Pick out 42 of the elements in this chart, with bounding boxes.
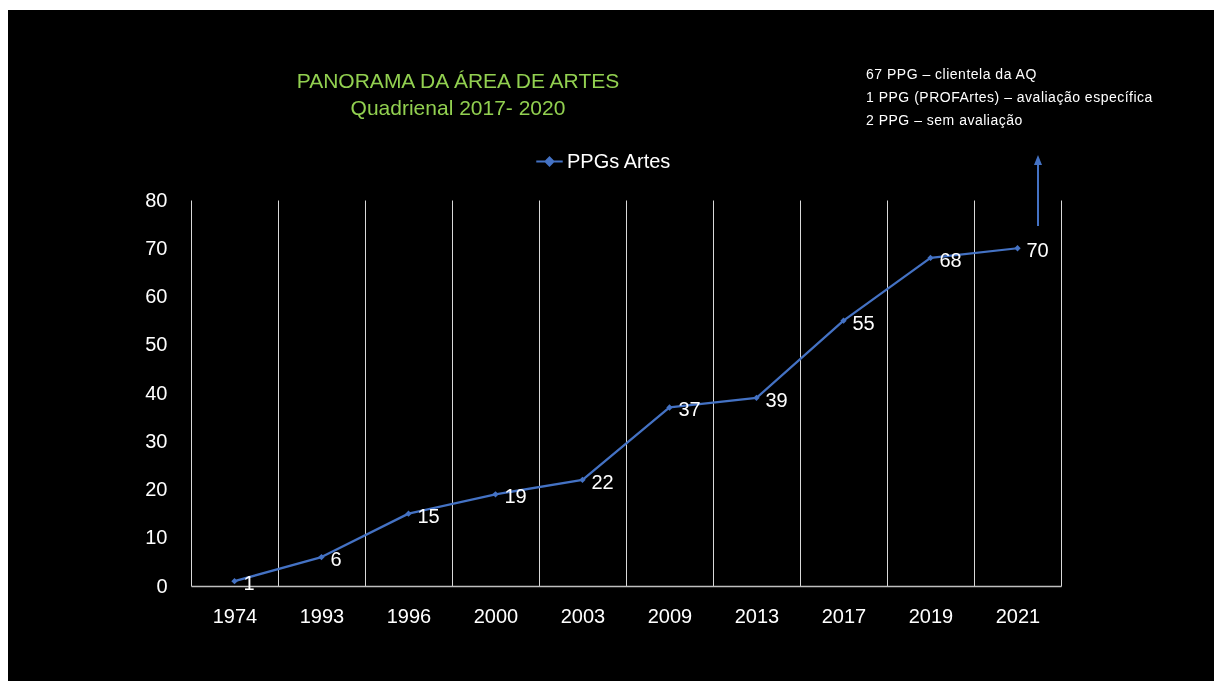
point xyxy=(1014,245,1021,252)
point xyxy=(492,491,499,498)
y-tick-label: 50 xyxy=(145,333,168,356)
chart-subtitle: Quadrienal 2017- 2020 xyxy=(350,96,566,119)
text: 67 PPG – clientela da AQ xyxy=(866,65,1038,84)
data-label: 19 xyxy=(504,485,527,508)
x-tick-label: 1996 xyxy=(386,604,432,627)
point xyxy=(318,553,325,561)
point xyxy=(840,317,847,324)
y-tick-label: 20 xyxy=(145,478,168,500)
point xyxy=(666,404,673,411)
point xyxy=(753,394,760,401)
x-tick-label: 2019 xyxy=(908,604,954,627)
chart-title: PANORAMA DA ÁREA DE ARTES xyxy=(296,69,620,92)
y-tick-label: 60 xyxy=(145,285,168,307)
point xyxy=(405,510,412,517)
data-label: 6 xyxy=(330,548,342,571)
point xyxy=(579,476,586,484)
data-label: 55 xyxy=(852,311,875,334)
x-tick-label: 2013 xyxy=(734,604,780,627)
data-label: 39 xyxy=(765,388,788,411)
y-tick-label: 70 xyxy=(145,236,168,259)
x-tick-label: 2000 xyxy=(473,604,519,627)
x-tick-label: 2017 xyxy=(821,604,867,627)
point xyxy=(927,254,934,262)
y-tick-label: 80 xyxy=(145,188,168,211)
x-tick-label: 2009 xyxy=(647,604,693,627)
x-tick-label: 2021 xyxy=(995,604,1041,627)
y-tick-label: 0 xyxy=(156,574,168,597)
text: 2 PPG – sem avaliação xyxy=(866,111,1024,130)
point xyxy=(231,578,238,585)
text: 1 PPG (PROFArtes) – avaliação específica xyxy=(866,88,1153,107)
y-tick-label: 40 xyxy=(145,381,168,404)
x-tick-label: 1993 xyxy=(299,604,345,627)
data-label: 70 xyxy=(1026,239,1049,262)
x-tick-label: 2003 xyxy=(560,604,606,627)
y-tick-label: 10 xyxy=(145,526,168,549)
x-tick-label: 1974 xyxy=(212,604,258,627)
y-tick-label: 30 xyxy=(145,429,168,452)
legend-label: PPGs Artes xyxy=(567,149,671,172)
data-label: 15 xyxy=(417,504,440,527)
data-label: 22 xyxy=(591,470,614,493)
